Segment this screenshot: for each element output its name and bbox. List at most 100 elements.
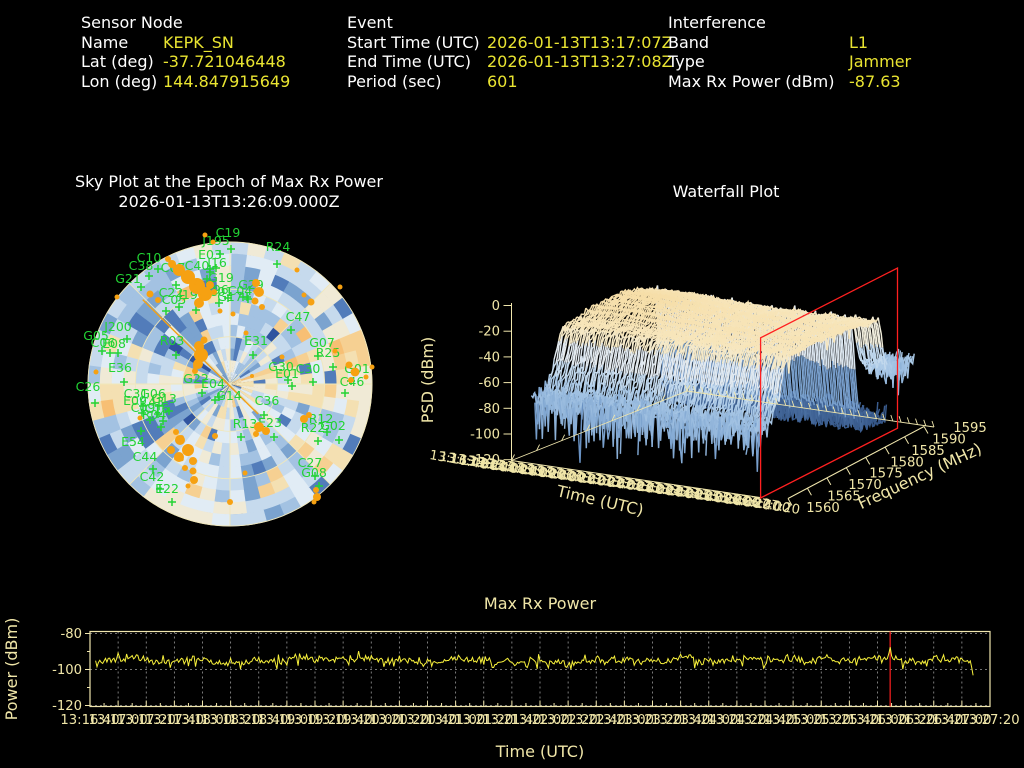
wf-trace-segment — [763, 326, 769, 331]
wf-trace-segment — [594, 369, 601, 382]
wf-trace-segment — [575, 328, 582, 344]
wf-trace-segment — [840, 364, 847, 418]
wf-trace-segment — [746, 350, 753, 366]
sky-cell — [270, 274, 291, 293]
wf-trace-segment — [669, 306, 675, 311]
sky-cell — [214, 477, 230, 491]
wf-trace-segment — [677, 355, 684, 385]
wf-trace-segment — [664, 355, 671, 379]
sky-sat-label: E23 — [258, 415, 282, 430]
sky-cell — [230, 377, 242, 384]
sky-cell — [284, 356, 300, 370]
wf-trace-segment — [848, 368, 855, 419]
wf-trace-segment — [596, 330, 603, 347]
wf-trace-segment — [817, 363, 824, 408]
sky-cell — [229, 430, 238, 444]
sky-cell — [260, 397, 275, 409]
wf-trace-segment — [719, 344, 726, 350]
sky-cell — [271, 333, 288, 349]
wf-trace-segment — [662, 297, 668, 304]
sky-cell — [196, 392, 210, 402]
sky-interference-blob — [190, 476, 198, 484]
sky-sat-marker — [198, 389, 206, 397]
wf-trace-segment — [659, 315, 665, 321]
sky-cell — [226, 395, 230, 409]
wf-trace-segment — [722, 362, 729, 386]
sky-interference-blob — [201, 295, 206, 300]
sky-cell — [182, 388, 196, 397]
sky-cell — [126, 342, 143, 360]
sky-sat-label: R03 — [160, 333, 185, 348]
wf-trace-segment — [704, 328, 711, 336]
sky-cell — [174, 401, 189, 414]
wf-trace-segment — [732, 303, 739, 309]
wf-trace-segment — [726, 335, 732, 340]
wf-trace-segment — [718, 330, 725, 337]
wf-trace-segment — [612, 314, 618, 321]
sky-cell — [100, 348, 116, 369]
wf-trace-segment — [605, 349, 612, 374]
wf-trace-segment — [744, 329, 751, 335]
sky-sat-marker — [273, 260, 281, 268]
wf-trace-segment — [696, 331, 703, 338]
wf-trace-segment — [651, 349, 658, 377]
sky-cell — [123, 395, 139, 412]
sky-cell — [257, 269, 277, 286]
sky-cell — [204, 463, 220, 479]
wf-trace-segment — [554, 363, 561, 376]
wf-trace-segment — [688, 383, 694, 396]
sky-cell — [169, 475, 190, 494]
sky-cell — [252, 318, 267, 334]
sky-cell — [279, 252, 303, 272]
sky-cell — [211, 501, 230, 515]
sky-cell — [135, 394, 150, 409]
wf-trace-segment — [569, 341, 576, 363]
sky-interference-blob — [206, 281, 214, 289]
wf-trace-segment — [617, 347, 624, 374]
sky-cell — [314, 311, 334, 332]
wf-trace-segment — [668, 414, 675, 439]
sky-cell — [222, 324, 231, 338]
sky-sat-marker — [138, 409, 146, 417]
sky-cell — [248, 395, 262, 407]
wf-trace-segment — [571, 328, 578, 343]
sky-sat-marker — [149, 465, 157, 473]
sky-interference-blob — [243, 330, 249, 336]
sky-sat-marker — [249, 351, 257, 359]
sky-cell — [280, 406, 296, 421]
wf-trace-segment — [732, 332, 739, 338]
interference-type-value: Jammer — [849, 52, 912, 72]
event-end-value: 2026-01-13T13:27:08Z — [487, 52, 673, 72]
wf-trace-segment — [617, 299, 623, 304]
sky-sat-label: E04 — [201, 376, 225, 391]
wf-trace-segment — [701, 410, 708, 427]
sky-cell — [284, 399, 299, 412]
sky-cell — [220, 312, 231, 326]
wf-trace-segment — [744, 351, 751, 367]
sky-interference-blob — [200, 336, 208, 344]
sky-interference-blob — [179, 268, 184, 274]
sky-cell — [230, 379, 242, 384]
wf-trace-segment — [605, 404, 612, 440]
sky-cell — [88, 399, 105, 421]
sky-cell — [179, 326, 195, 343]
wf-trace-segment — [739, 388, 745, 400]
sky-cell — [275, 368, 290, 379]
wf-trace-segment — [702, 312, 708, 319]
wf-trace-segment — [603, 347, 610, 375]
wf-trace-segment — [873, 414, 880, 426]
wf-trace-segment — [630, 308, 636, 313]
wf-trace-segment — [625, 321, 631, 327]
sky-cell — [172, 360, 187, 372]
wf-trace-segment — [726, 362, 732, 383]
wf-trace-segment — [613, 330, 620, 348]
sky-sat-label: G21 — [115, 271, 141, 286]
wf-trace-segment — [614, 407, 621, 419]
wf-trace-segment — [568, 328, 574, 347]
wf-trace-segment — [597, 316, 603, 322]
wf-trace-segment — [789, 360, 796, 399]
sky-sat-label: G13 — [151, 391, 177, 406]
sky-cell — [230, 372, 235, 384]
wf-trace-segment — [610, 347, 617, 372]
wf-trace-segment — [845, 365, 852, 410]
